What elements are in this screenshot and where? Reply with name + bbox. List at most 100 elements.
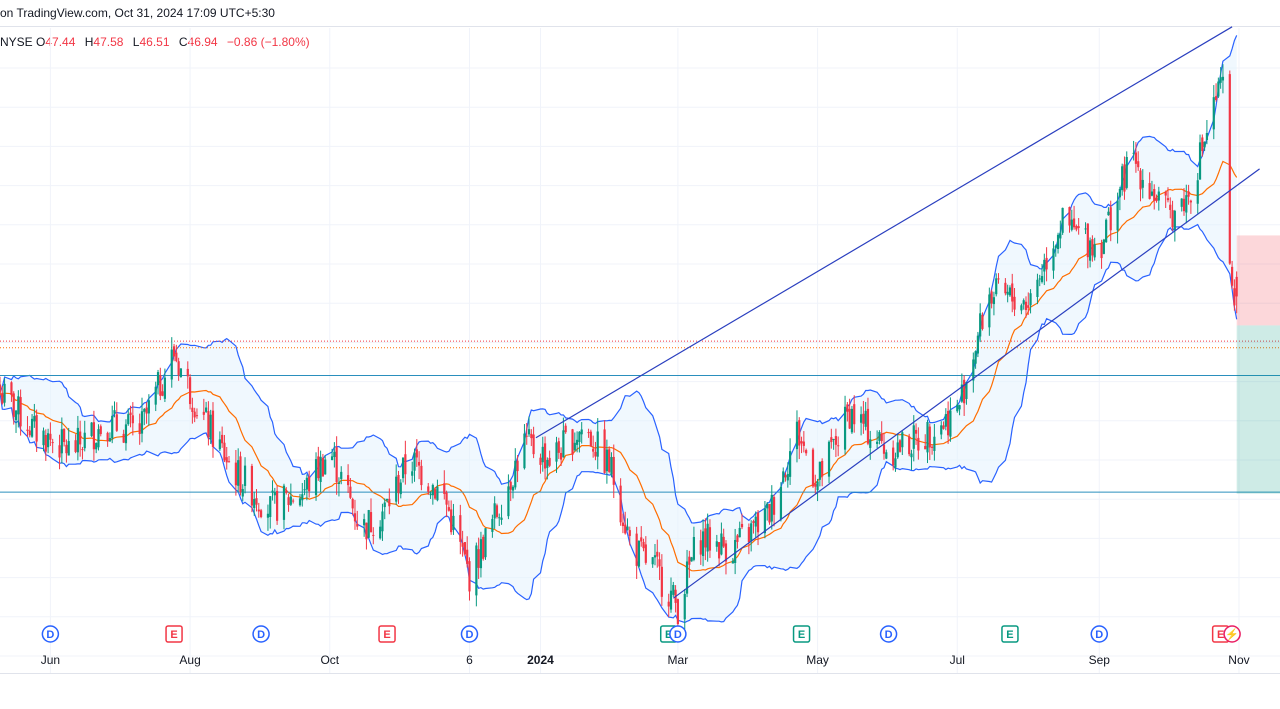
dividend-marker[interactable]: D (41, 625, 60, 643)
candle-body (450, 509, 453, 533)
candle-body (447, 507, 450, 511)
dividend-marker[interactable]: D (460, 625, 479, 643)
candle-body (876, 441, 879, 444)
candle-body (10, 382, 13, 396)
candle-body (443, 483, 446, 494)
split-marker[interactable]: ⚡ (1223, 625, 1241, 643)
position-box[interactable] (1236, 235, 1280, 494)
time-axis: Jun Aug Oct 6 2024 Mar May Jul Sep Nov (41, 653, 1250, 667)
candle-body (559, 452, 563, 460)
earnings-marker[interactable]: E (1001, 625, 1019, 643)
candle-body (1, 392, 4, 404)
candle-body (397, 474, 400, 494)
candle-body (1089, 240, 1092, 261)
candle-body (992, 297, 996, 305)
dividend-marker[interactable]: D (252, 625, 270, 643)
candle-body (1020, 305, 1023, 311)
dividend-marker[interactable]: D (879, 625, 898, 643)
candle-body (221, 434, 224, 444)
candle-body (314, 459, 318, 496)
channel-lower-line (672, 168, 1260, 599)
candle-body (1022, 300, 1025, 305)
candle-body (138, 423, 141, 435)
candle-body (143, 409, 146, 412)
dividend-marker[interactable]: D (1090, 625, 1109, 643)
candle-body (525, 435, 528, 437)
candle-body (683, 593, 686, 620)
candle-body (995, 278, 998, 295)
candle-body (292, 500, 295, 502)
candle-body (395, 476, 398, 502)
candle-body (188, 377, 192, 405)
dividend-icon (41, 625, 60, 643)
candle-body (1029, 293, 1032, 306)
candle-body (163, 377, 166, 399)
candle-body (30, 418, 34, 437)
candle-body (827, 441, 831, 477)
candle-body (1054, 245, 1057, 248)
earnings-marker[interactable]: E (378, 625, 396, 643)
candle-body (1217, 81, 1220, 97)
candle-body (1086, 223, 1089, 258)
candle-body (548, 457, 551, 466)
candle-body (1125, 156, 1128, 188)
candle-body (266, 513, 270, 518)
candle-body (784, 475, 787, 478)
candle-body (337, 482, 341, 485)
candle-body (603, 429, 606, 473)
candle-body (434, 489, 437, 499)
candle-body (530, 433, 533, 439)
candle-body (837, 445, 840, 447)
candle-body (482, 536, 485, 559)
candle-body (468, 561, 471, 592)
candle-body (413, 452, 416, 471)
candle-body (882, 444, 886, 454)
candle-body (1024, 301, 1028, 311)
candle-body (926, 421, 929, 453)
candle-body (1084, 228, 1087, 230)
candle-body (287, 497, 290, 506)
candle-body (154, 386, 157, 405)
dividend-marker[interactable]: D (669, 625, 687, 643)
candle-body (770, 494, 773, 522)
candle-body (1070, 219, 1073, 230)
candle-body (736, 535, 739, 542)
candle-body (99, 426, 102, 435)
candle-body (92, 422, 95, 450)
candle-body (653, 555, 657, 558)
candle-body (789, 451, 792, 477)
candle-body (269, 496, 272, 518)
candle-body (479, 539, 483, 569)
candle-body (108, 438, 112, 442)
candle-body (924, 445, 927, 450)
candle-body (463, 542, 466, 555)
candle-body (305, 477, 308, 490)
candle-body (60, 429, 63, 454)
candle-body (225, 457, 228, 463)
candle-body (974, 351, 977, 364)
candle-body (830, 437, 833, 443)
candle-body (587, 432, 590, 434)
candle-body (715, 541, 718, 547)
candle-body (1105, 219, 1108, 243)
candle-body (862, 413, 865, 424)
earnings-marker[interactable]: E (792, 625, 811, 643)
candle-body (910, 453, 913, 458)
candle-body (129, 412, 132, 415)
candle-body (1139, 170, 1142, 190)
candle-body (692, 537, 696, 560)
trend-channel[interactable] (535, 26, 1260, 599)
dividend-icon (460, 625, 479, 643)
candle-body (658, 559, 661, 567)
candle-body (209, 414, 212, 440)
candle-body (562, 430, 565, 458)
earnings-marker[interactable]: E (165, 625, 183, 643)
candle-body (832, 439, 835, 441)
candle-body (795, 421, 799, 450)
event-markers[interactable]: D E D E D E D E D E D E ⚡ (41, 625, 1241, 643)
candle-body (1013, 296, 1016, 310)
candle-body (33, 416, 36, 422)
candle-body (349, 486, 352, 498)
candle-body (718, 542, 721, 559)
